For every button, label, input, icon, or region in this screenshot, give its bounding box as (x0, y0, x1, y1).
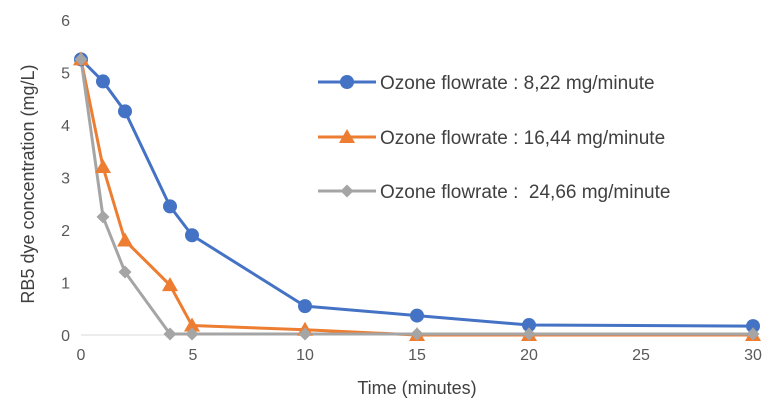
series-3-point (118, 265, 132, 279)
series-3-point (74, 52, 88, 66)
y-tick-label: 2 (61, 223, 70, 240)
legend-marker-3 (340, 184, 354, 198)
x-tick-label: 30 (744, 347, 762, 364)
series-3-point (96, 210, 110, 224)
series-1-point (298, 299, 312, 314)
y-tick-label: 4 (61, 118, 70, 135)
x-axis-title: Time (minutes) (357, 378, 476, 398)
y-tick-label: 0 (61, 328, 70, 345)
series-1-point (163, 199, 177, 214)
x-tick-label: 0 (77, 347, 86, 364)
series-2-point (162, 277, 178, 292)
series-1-point (118, 104, 132, 119)
series-3-point (522, 327, 536, 341)
series-2-point (117, 232, 133, 247)
y-tick-label: 5 (61, 66, 70, 83)
series-1-point (185, 228, 199, 243)
series-1-point (410, 308, 424, 323)
legend-label-1: Ozone flowrate : 8,22 mg/minute (380, 73, 655, 94)
series-2-point (184, 317, 200, 332)
y-axis-ticks: 0 1 2 3 4 5 6 (61, 13, 70, 345)
series-3-point (185, 327, 199, 341)
series-1-point (96, 74, 110, 89)
x-tick-label: 25 (632, 347, 650, 364)
series-2-point (95, 159, 111, 173)
x-axis-ticks: 0 5 10 15 20 25 30 (77, 347, 762, 364)
series-layer (73, 51, 761, 341)
y-tick-label: 6 (61, 13, 70, 30)
series-3-point (163, 327, 177, 341)
x-tick-label: 15 (408, 347, 426, 364)
legend-marker-2 (339, 129, 355, 143)
series-1-point (746, 319, 760, 334)
legend-label-2: Ozone flowrate : 16,44 mg/minute (380, 128, 665, 149)
series-3-point (298, 327, 312, 341)
y-tick-label: 3 (61, 171, 70, 188)
y-axis-title: RB5 dye concentration (mg/L) (18, 64, 38, 303)
x-tick-label: 20 (520, 347, 538, 364)
legend-marker-1 (340, 75, 354, 89)
x-tick-label: 10 (296, 347, 314, 364)
legend: Ozone flowrate : 8,22 mg/minute Ozone flo… (318, 73, 670, 203)
series-1-point (522, 318, 536, 333)
legend-label-3: Ozone flowrate : 24,66 mg/minute (380, 182, 670, 203)
x-tick-label: 5 (189, 347, 198, 364)
series-3-point (410, 327, 424, 341)
series-3-point (746, 327, 760, 341)
y-tick-label: 1 (61, 276, 70, 293)
